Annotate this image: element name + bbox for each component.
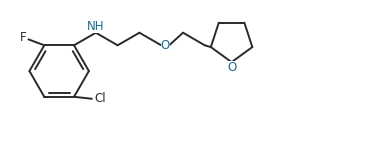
Text: NH: NH (87, 20, 105, 33)
Text: O: O (227, 61, 236, 74)
Text: F: F (20, 31, 27, 44)
Text: Cl: Cl (94, 92, 106, 105)
Text: O: O (161, 39, 170, 52)
